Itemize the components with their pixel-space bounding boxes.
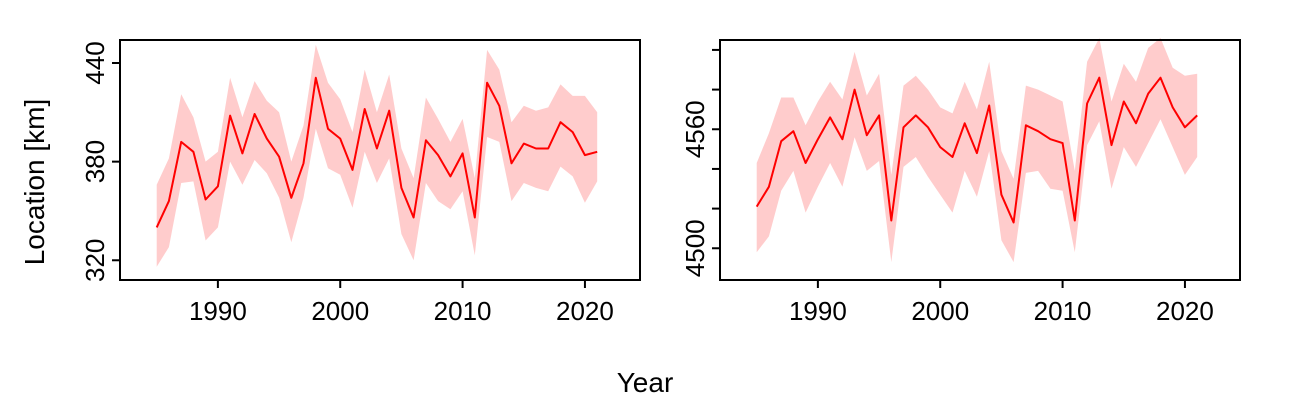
plot-frame (719, 39, 1241, 281)
x-tick-label: 2000 (911, 296, 969, 326)
x-axis-title: Year (617, 367, 674, 398)
x-tick-label: 2010 (434, 296, 492, 326)
left-panel: 1990 2000 2010 2020 320 380 440 (80, 39, 641, 326)
confidence-band (156, 44, 598, 267)
x-tick-label: 1990 (189, 296, 247, 326)
y-tick-label: 320 (80, 239, 110, 282)
x-tick-label: 1990 (789, 296, 847, 326)
y-tick-label: 4560 (680, 100, 710, 158)
y-axis-title: Location [km] (19, 99, 50, 266)
series-line-mean (755, 76, 1198, 224)
series-line-mean (155, 76, 598, 228)
y-tick-label: 4500 (680, 219, 710, 277)
y-tick-label: 380 (80, 140, 110, 183)
x-tick-label: 2020 (1156, 296, 1214, 326)
plot-frame (119, 39, 641, 281)
right-panel: 1990 2000 2010 2020 4500 4560 (680, 38, 1241, 326)
x-tick-label: 2020 (556, 296, 614, 326)
x-tick-label: 2000 (311, 296, 369, 326)
x-tick-label: 2010 (1034, 296, 1092, 326)
y-tick-label: 440 (80, 41, 110, 84)
